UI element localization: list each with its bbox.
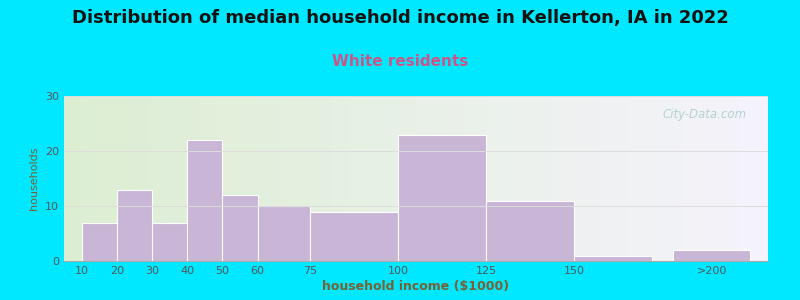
Bar [258,206,310,261]
Bar [152,223,187,261]
Bar [398,134,486,261]
Text: City-Data.com: City-Data.com [662,107,747,121]
Bar [82,223,117,261]
Text: Distribution of median household income in Kellerton, IA in 2022: Distribution of median household income … [71,9,729,27]
Text: White residents: White residents [332,54,468,69]
Bar [310,212,398,261]
Bar [486,200,574,261]
X-axis label: household income ($1000): household income ($1000) [322,280,510,293]
Bar [187,140,222,261]
Bar [222,195,258,261]
Bar [574,256,652,261]
Bar [673,250,750,261]
Bar [117,190,152,261]
Y-axis label: households: households [30,147,39,210]
